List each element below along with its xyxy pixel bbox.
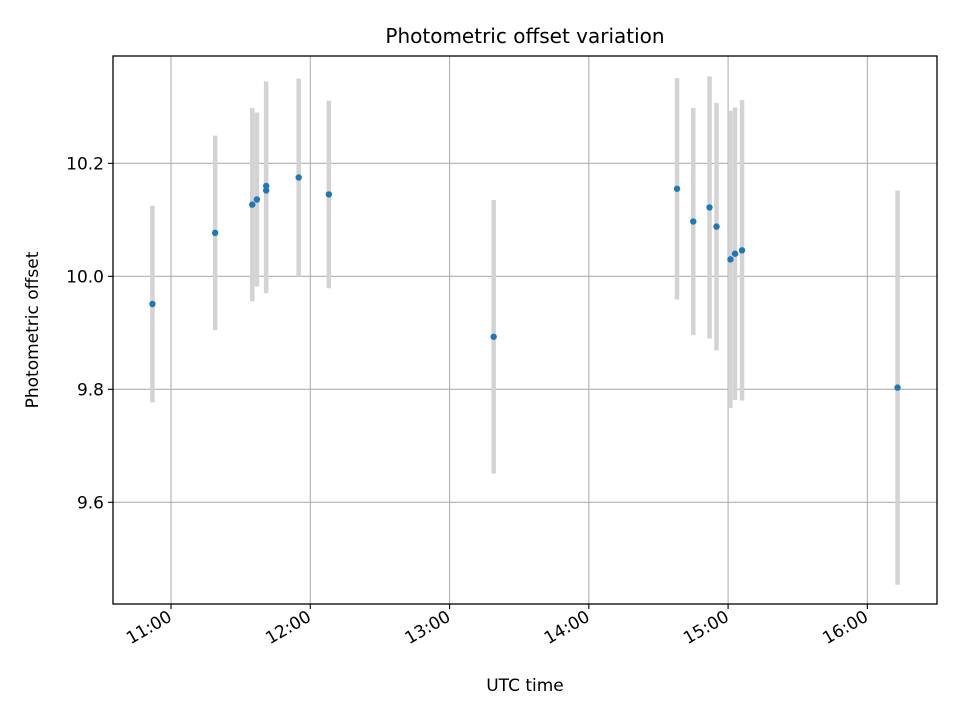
data-point bbox=[253, 196, 261, 203]
data-point bbox=[690, 218, 697, 225]
chart-title: Photometric offset variation bbox=[385, 24, 664, 48]
grid bbox=[113, 56, 937, 604]
data-point bbox=[295, 174, 302, 181]
data-point bbox=[490, 333, 497, 340]
data-point bbox=[325, 191, 333, 198]
y-tick-label: 9.6 bbox=[77, 493, 104, 513]
data-point bbox=[262, 182, 270, 190]
data-point bbox=[211, 229, 219, 237]
data-point bbox=[249, 201, 256, 208]
data-point bbox=[727, 256, 734, 263]
y-tick-label: 10.2 bbox=[66, 154, 104, 174]
x-axis-label: UTC time bbox=[486, 676, 564, 696]
data-point bbox=[262, 187, 270, 194]
data-point bbox=[706, 204, 713, 211]
y-axis-label: Photometric offset bbox=[23, 251, 43, 408]
y-tick-label: 10.0 bbox=[66, 267, 104, 287]
y-tick-label: 9.8 bbox=[77, 380, 104, 400]
data-point bbox=[731, 250, 739, 257]
data-point bbox=[149, 300, 156, 308]
plot-frame bbox=[112, 55, 938, 605]
data-point bbox=[673, 185, 681, 192]
data-points bbox=[149, 174, 901, 391]
data-point bbox=[738, 247, 746, 254]
data-point bbox=[713, 223, 720, 230]
data-point bbox=[894, 384, 901, 391]
